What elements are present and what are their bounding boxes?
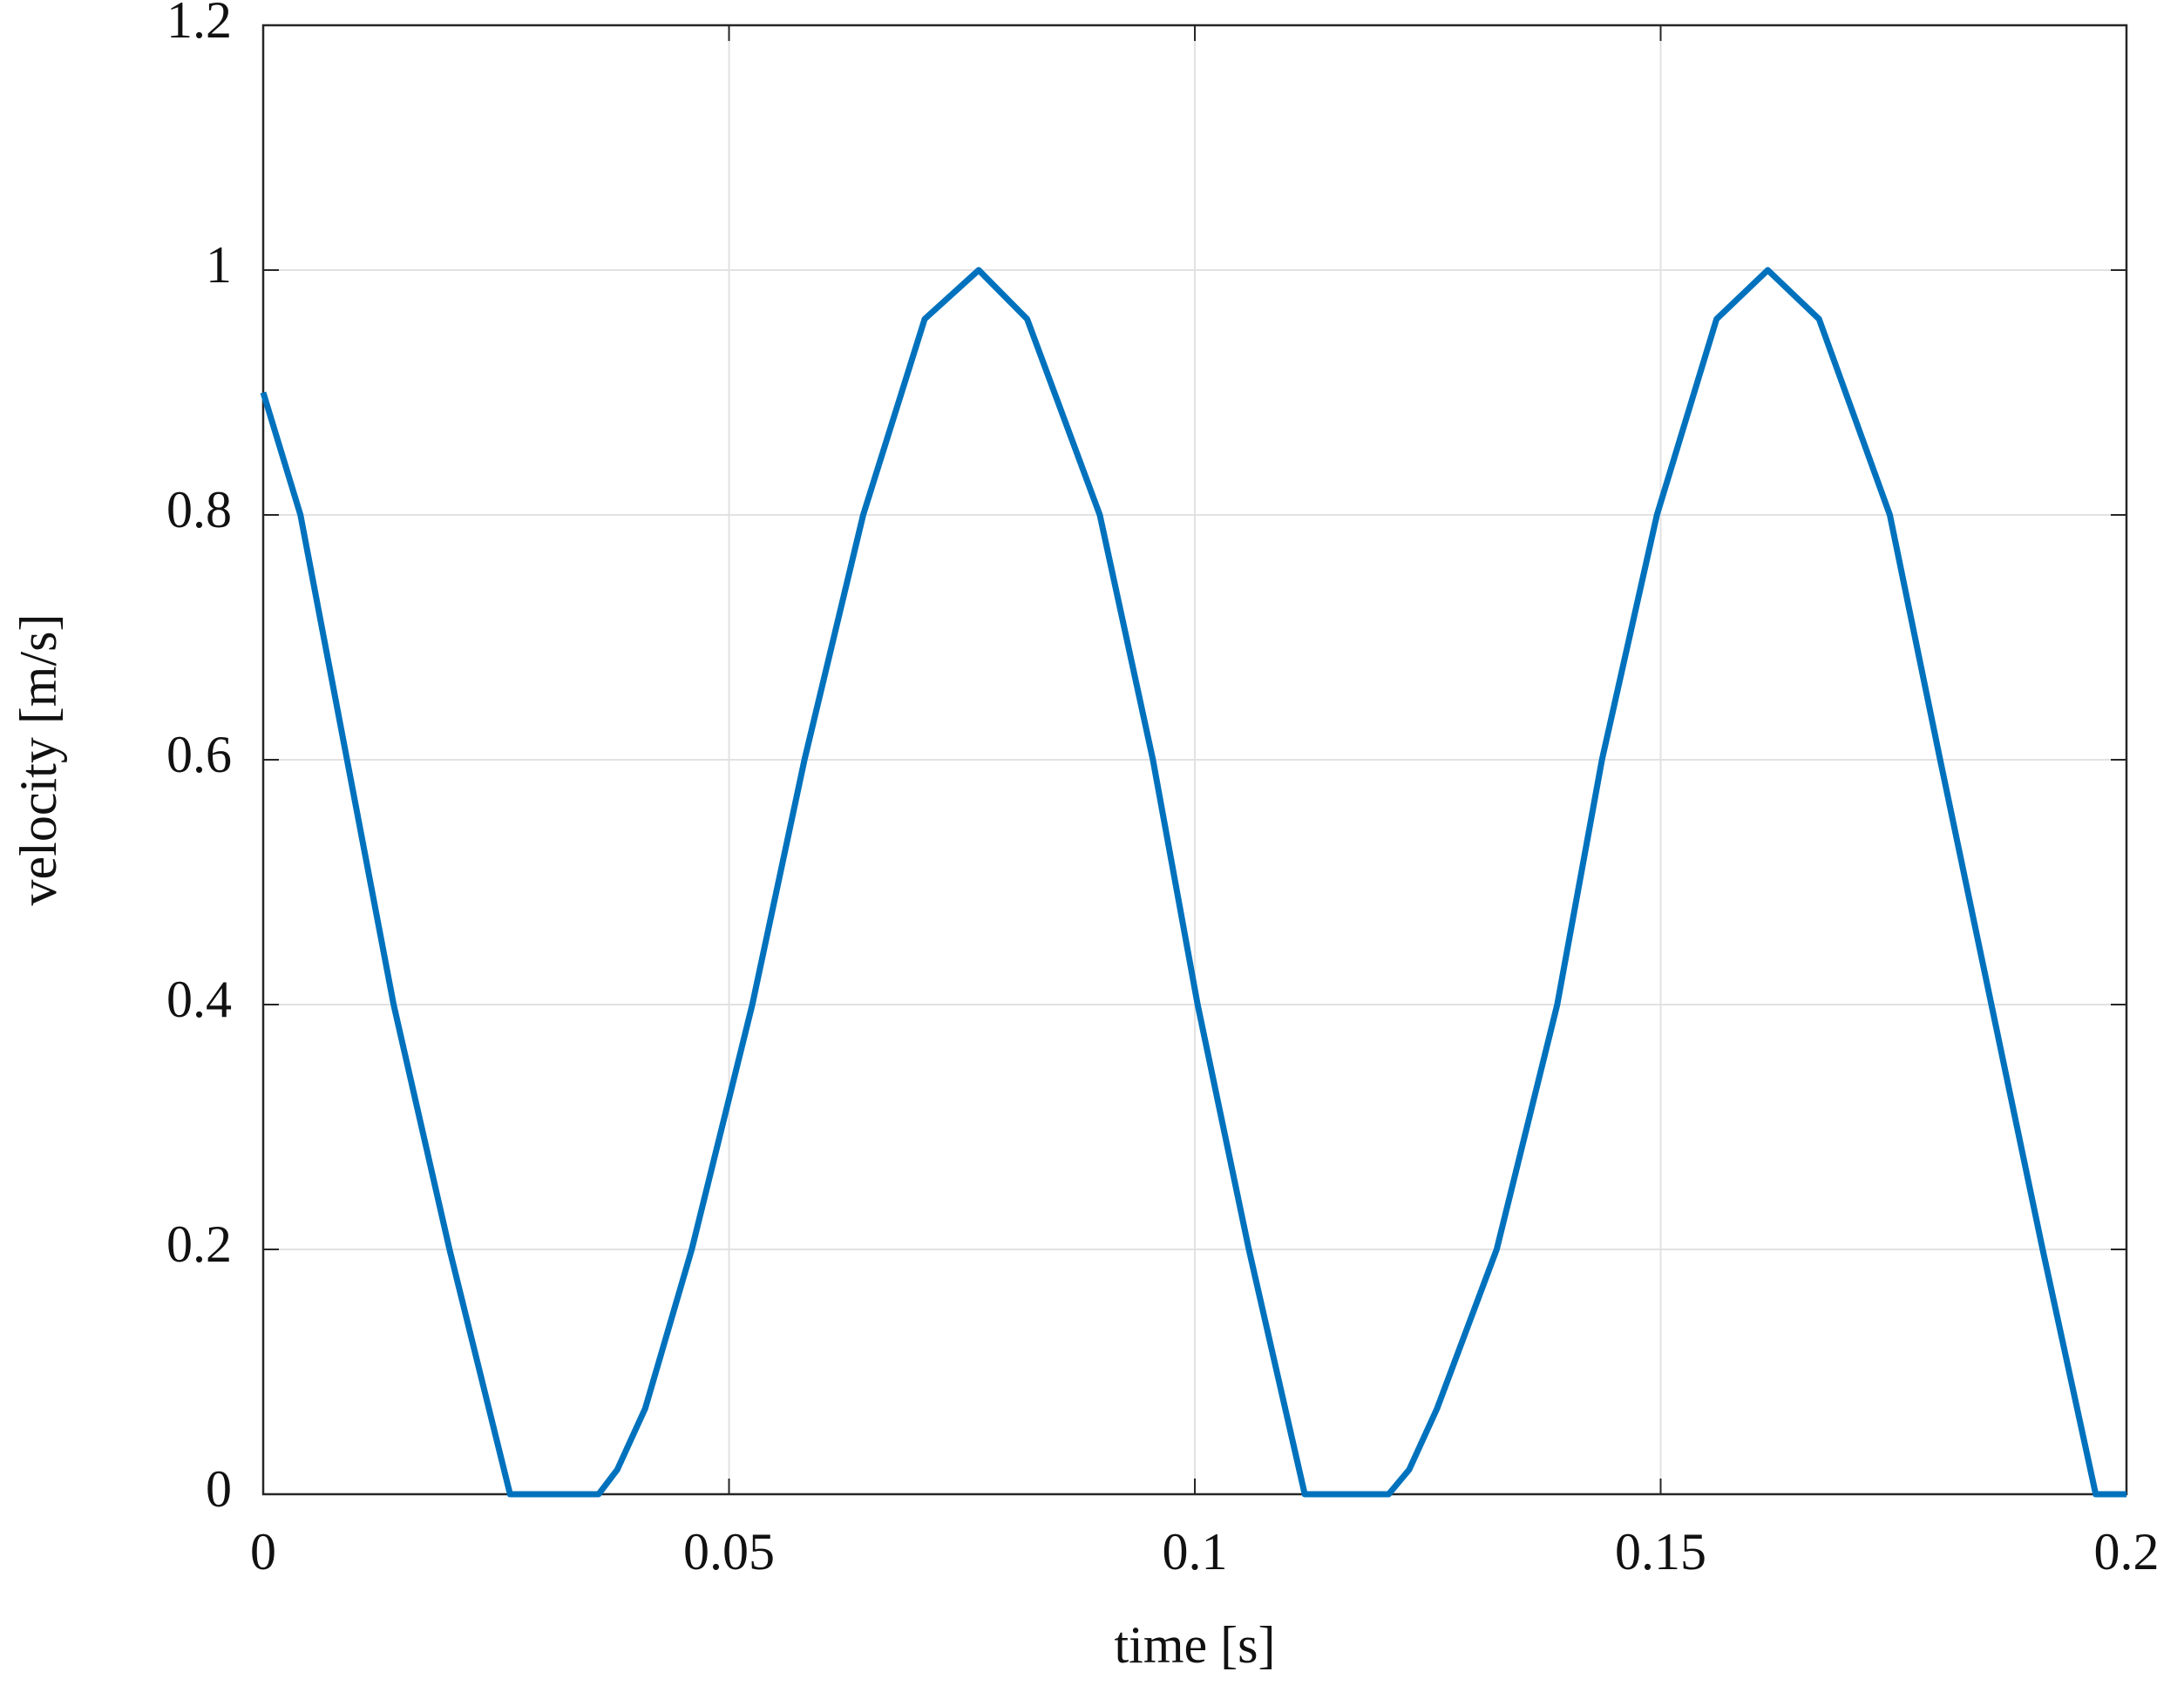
- x-tick-label: 0.2: [2094, 1523, 2160, 1580]
- y-tick-label: 1.2: [166, 0, 232, 49]
- y-axis-label: velocity [m/s]: [10, 614, 67, 906]
- y-tick-label: 1: [206, 236, 232, 294]
- y-tick-label: 0: [206, 1460, 232, 1518]
- y-tick-label: 0.2: [166, 1215, 232, 1273]
- y-tick-label: 0.4: [166, 971, 232, 1028]
- y-tick-label: 0.8: [166, 481, 232, 538]
- x-tick-label: 0.1: [1163, 1523, 1228, 1580]
- x-tick-label: 0.05: [683, 1523, 775, 1580]
- x-tick-label: 0: [250, 1523, 276, 1580]
- x-tick-label: 0.15: [1615, 1523, 1706, 1580]
- line: [260, 267, 2126, 1498]
- y-tick-label: 0.6: [166, 726, 232, 783]
- x-axis-label: time [s]: [1115, 1616, 1276, 1674]
- plot-frame: [261, 24, 2128, 1496]
